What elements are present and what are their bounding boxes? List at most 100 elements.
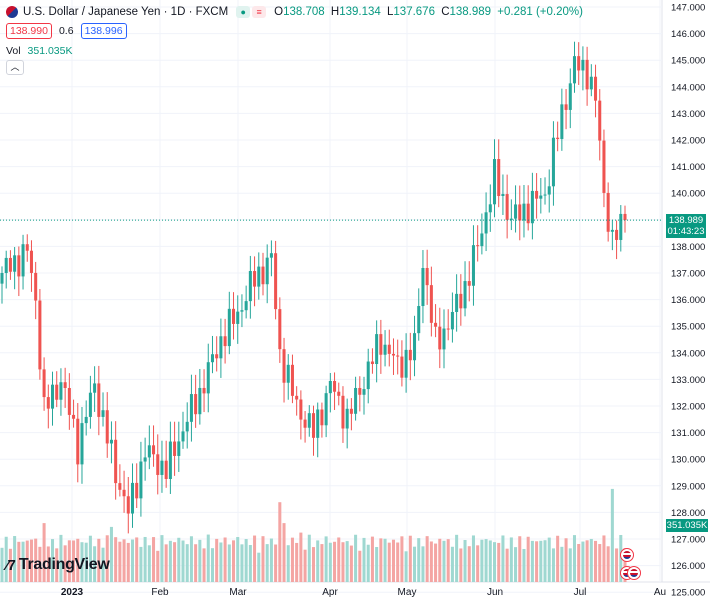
candle-body: [543, 194, 547, 196]
volume-bar: [577, 543, 581, 582]
candle-body: [379, 334, 383, 355]
candle-body: [253, 271, 257, 287]
buy-button[interactable]: 138.996: [80, 23, 127, 39]
time-tick-label: May: [398, 587, 417, 598]
volume-bar: [29, 539, 33, 582]
candlesticks: [0, 41, 627, 534]
menu-icon[interactable]: ≡: [252, 6, 267, 18]
candle-body: [248, 271, 252, 302]
candle-body: [67, 387, 71, 415]
tradingview-logo[interactable]: ⁄7 TradingView: [6, 556, 110, 574]
price-tick-label: 142.000: [671, 136, 705, 147]
volume-bar: [76, 538, 80, 582]
price-tick-label: 126.000: [671, 561, 705, 572]
candle-body: [400, 356, 404, 378]
candle-body: [63, 382, 67, 388]
time-axis[interactable]: 2023 Feb Mar Apr May Jun Jul Au: [61, 587, 666, 598]
volume-bar: [97, 538, 101, 582]
volume-bar: [358, 550, 362, 582]
candle-body: [585, 59, 589, 90]
symbol-title[interactable]: U.S. Dollar / Japanese Yen · 1D · FXCM: [23, 6, 229, 18]
volume-bar: [8, 548, 12, 582]
candle-body: [551, 137, 555, 187]
volume-bar: [434, 543, 438, 582]
candle-body: [556, 137, 560, 139]
volume-bar: [421, 546, 425, 582]
volume-bar: [509, 537, 513, 582]
candle-body: [442, 328, 446, 350]
candle-body: [88, 392, 92, 417]
volume-bar: [341, 542, 345, 582]
candle-body: [497, 159, 501, 197]
time-tick-label: Jun: [487, 587, 503, 598]
candle-body: [438, 326, 442, 350]
candle-body: [459, 293, 463, 309]
candle-body: [139, 461, 143, 499]
candle-body: [164, 460, 168, 479]
candle-body: [101, 410, 105, 417]
candle-body: [143, 457, 147, 462]
us-event-icon[interactable]: [620, 548, 634, 562]
candle-body: [581, 59, 585, 71]
candle-body: [425, 267, 429, 286]
candle-body: [80, 423, 84, 465]
volume-bar: [135, 537, 139, 582]
candle-body: [156, 454, 160, 475]
candle-body: [219, 336, 223, 359]
price-axis[interactable]: 147.000 146.000 145.000 144.000 143.000 142.0…: [671, 3, 705, 599]
candle-body: [413, 333, 417, 361]
candle-body: [560, 104, 564, 139]
volume-bar: [556, 535, 560, 582]
volume-bar: [109, 526, 113, 582]
volume-bar: [623, 548, 627, 582]
volume-bar: [615, 548, 619, 582]
volume-bar: [194, 544, 198, 582]
candle-body: [492, 159, 497, 205]
volume-bar: [366, 544, 370, 582]
candle-body: [194, 394, 198, 415]
volume-bar: [88, 535, 92, 582]
sell-button[interactable]: 138.990: [6, 23, 52, 39]
candle-body: [227, 308, 231, 347]
candle-body: [577, 56, 581, 71]
candle-body: [602, 140, 606, 193]
volume-bar: [13, 536, 17, 582]
price-tick-label: 127.000: [671, 535, 705, 546]
candle-body: [324, 393, 328, 426]
candle-body: [189, 394, 193, 422]
volume-bar: [168, 540, 172, 582]
candle-body: [450, 311, 454, 330]
volume-bar: [594, 540, 598, 582]
candle-body: [509, 218, 513, 220]
volume-bar: [50, 539, 55, 582]
green-dot-icon[interactable]: ●: [236, 6, 251, 18]
volume-bar: [425, 536, 429, 582]
candle-body: [55, 384, 59, 400]
price-tick-label: 130.000: [671, 455, 705, 466]
candle-body: [429, 285, 433, 323]
volume-bar: [164, 544, 168, 582]
candle-body: [320, 409, 324, 426]
collapse-chevron-icon[interactable]: ︿: [6, 60, 24, 75]
volume-bar: [526, 536, 530, 582]
candle-body: [480, 233, 484, 247]
volume-label: Vol: [6, 45, 21, 57]
volume-bar: [408, 535, 412, 582]
candle-body: [375, 334, 379, 365]
candle-body: [589, 76, 593, 90]
price-tick-label: 147.000: [671, 3, 705, 14]
candle-body: [476, 245, 480, 247]
candle-body: [358, 387, 362, 395]
volume-bar: [564, 538, 568, 582]
candle-body: [244, 301, 248, 311]
volume-bar: [282, 523, 286, 582]
volume-bar: [160, 535, 164, 582]
volume-bar: [55, 548, 59, 582]
candle-body: [307, 413, 311, 428]
volume-bar: [215, 538, 219, 582]
volume-bar: [316, 540, 320, 582]
volume-bar: [530, 540, 534, 582]
volume-bar: [122, 539, 126, 582]
us-event-icon[interactable]: [627, 566, 641, 580]
